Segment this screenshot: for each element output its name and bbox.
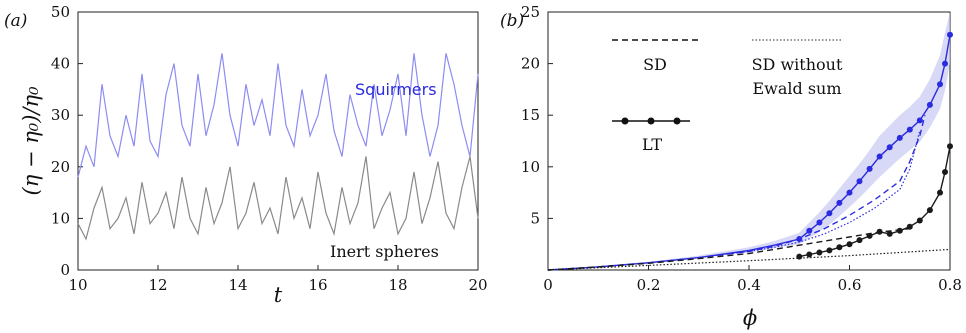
series-line xyxy=(547,228,910,271)
data-point xyxy=(856,178,863,185)
y-tick-label: 30 xyxy=(51,106,70,124)
panel-b: (b) 0 0.2 0.4 0.6 0.8 5 10 15 20 25 SD SD without… xyxy=(500,3,962,330)
panel-a-label: (a) xyxy=(4,11,27,31)
legend: SD SD without Ewald sum LT xyxy=(612,39,843,154)
data-point xyxy=(836,199,843,206)
panel-b-xlabel: ϕ xyxy=(743,306,757,330)
series-line xyxy=(547,248,951,271)
x-tick-label: 0 xyxy=(543,276,553,294)
data-point xyxy=(942,169,948,175)
series-line xyxy=(547,130,921,271)
panel-a-xlabel: t xyxy=(274,283,283,307)
data-point xyxy=(906,126,913,133)
x-tick-label: 10 xyxy=(68,276,87,294)
x-tick-label: 14 xyxy=(228,276,247,294)
panel-a-series xyxy=(77,53,479,241)
data-point xyxy=(896,134,903,141)
panel-a-frame xyxy=(77,11,479,271)
legend-sd-label: SD xyxy=(643,55,667,74)
data-point xyxy=(916,117,923,124)
panel-a-ylabel: (η − η₀)/η₀ xyxy=(19,86,43,196)
panel-b-series xyxy=(547,12,953,271)
series-line xyxy=(77,53,479,178)
y-tick-label: 25 xyxy=(521,3,540,21)
legend-lt-label: LT xyxy=(642,135,662,154)
legend-lt-marker xyxy=(621,117,629,125)
data-point xyxy=(916,217,923,224)
y-tick-label: 50 xyxy=(51,3,70,21)
data-point xyxy=(826,247,833,254)
data-point xyxy=(866,165,873,172)
legend-lt-marker xyxy=(673,117,681,125)
data-point xyxy=(846,241,853,248)
data-point xyxy=(836,244,843,251)
x-tick-label: 0.2 xyxy=(637,276,661,294)
panel-b-label: (b) xyxy=(500,11,524,31)
series-line xyxy=(77,156,479,241)
data-point xyxy=(856,237,863,244)
data-point xyxy=(886,144,893,151)
data-point xyxy=(806,227,813,234)
data-point xyxy=(947,31,953,38)
y-tick-label: 10 xyxy=(51,209,70,227)
y-tick-label: 10 xyxy=(521,158,540,176)
x-tick-label: 0.4 xyxy=(737,276,761,294)
data-point xyxy=(947,143,953,150)
legend-sd-no-ewald-label-2: Ewald sum xyxy=(752,79,841,98)
data-point xyxy=(926,207,933,214)
y-tick-label: 20 xyxy=(51,158,70,176)
squirmers-annotation: Squirmers xyxy=(355,80,437,99)
legend-sd-no-ewald-label-1: SD without xyxy=(752,55,843,74)
y-tick-label: 5 xyxy=(530,209,540,227)
x-tick-label: 18 xyxy=(388,276,407,294)
x-tick-label: 0.8 xyxy=(938,276,962,294)
y-tick-label: 20 xyxy=(521,55,540,73)
data-point xyxy=(816,249,823,256)
y-tick-label: 15 xyxy=(521,106,540,124)
legend-lt-marker xyxy=(647,117,655,125)
x-tick-label: 0.6 xyxy=(838,276,862,294)
series-line xyxy=(547,115,926,271)
x-tick-label: 12 xyxy=(148,276,167,294)
y-tick-label: 40 xyxy=(51,55,70,73)
x-tick-label: 16 xyxy=(308,276,327,294)
confidence-band xyxy=(548,12,950,270)
y-tick-label: 0 xyxy=(60,261,70,279)
data-point xyxy=(942,60,948,67)
data-point xyxy=(816,219,823,226)
data-point xyxy=(937,81,943,88)
panel-b-ticks: 0 0.2 0.4 0.6 0.8 5 10 15 20 25 xyxy=(521,3,962,294)
data-point xyxy=(876,153,883,160)
data-point xyxy=(896,227,903,234)
data-point xyxy=(826,210,833,217)
data-point xyxy=(886,230,893,237)
data-point xyxy=(846,189,853,196)
data-point xyxy=(926,101,933,108)
inert-spheres-annotation: Inert spheres xyxy=(330,242,439,261)
x-tick-label: 20 xyxy=(468,276,487,294)
data-point xyxy=(937,189,943,196)
data-point xyxy=(806,251,813,258)
